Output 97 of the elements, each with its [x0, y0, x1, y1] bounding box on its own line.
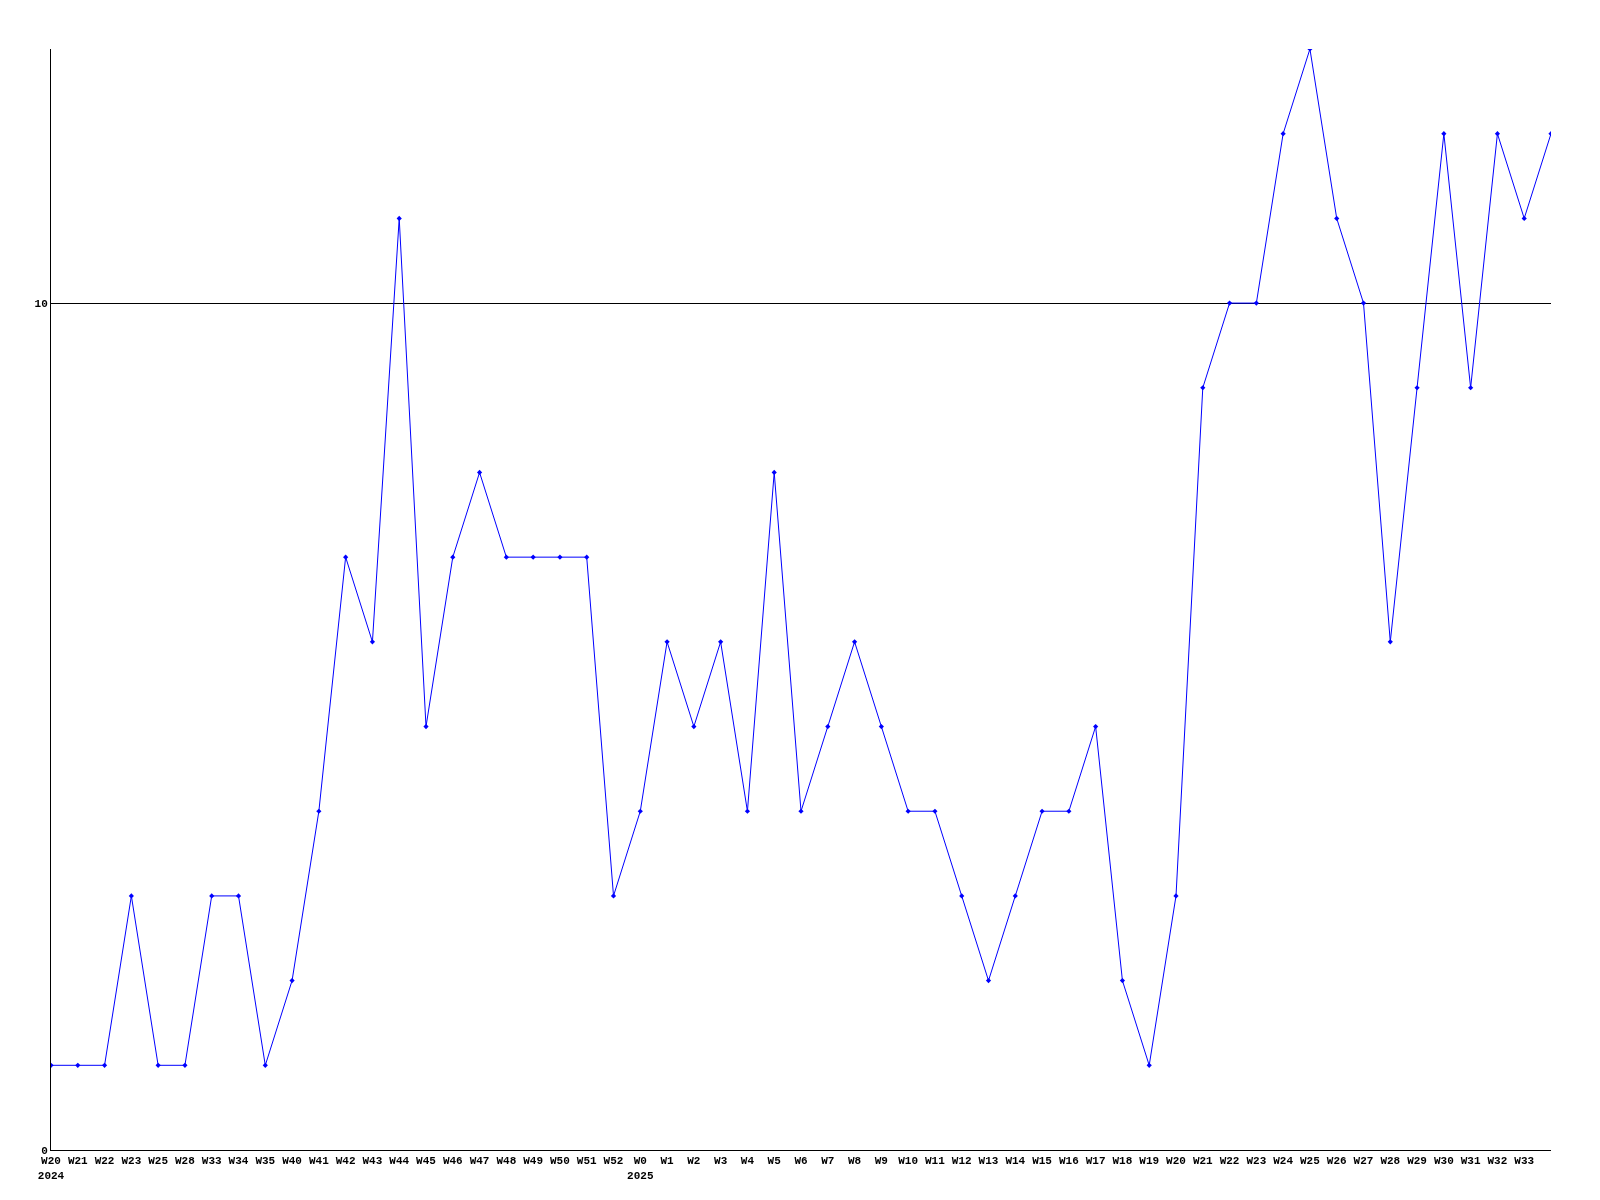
point: [235, 893, 242, 899]
x-tick-label: W22: [1219, 1155, 1240, 1168]
x-tick-label: W23: [121, 1155, 142, 1168]
x-tick-label: W19: [1139, 1155, 1160, 1168]
point: [744, 808, 751, 814]
point: [825, 723, 831, 730]
point: [1360, 300, 1367, 306]
x-tick-label: W29: [1407, 1155, 1427, 1168]
point: [101, 1062, 108, 1068]
x-tick-label: W45: [416, 1155, 437, 1168]
x-tick-label: W14: [1005, 1155, 1026, 1168]
y-tick-label: 0: [41, 1144, 48, 1157]
point: [343, 554, 349, 560]
x-tick-label: W27: [1353, 1155, 1374, 1168]
x-tick-label: W4: [740, 1155, 755, 1168]
point: [1146, 1062, 1152, 1068]
x-tick-label: W20 2024: [37, 1155, 65, 1182]
point: [155, 1062, 161, 1068]
x-tick-label: W52: [603, 1155, 624, 1168]
x-tick-label: W31: [1460, 1155, 1481, 1168]
point: [1521, 215, 1527, 221]
point: [584, 554, 590, 560]
point: [423, 723, 429, 730]
point: [1119, 978, 1126, 984]
x-tick-label: W49: [523, 1155, 544, 1168]
x-tick-label: W8: [847, 1155, 862, 1168]
x-tick-label: W12: [951, 1155, 972, 1168]
point: [1441, 131, 1447, 137]
point: [1093, 723, 1099, 730]
point: [262, 1062, 268, 1068]
point: [1334, 215, 1340, 221]
x-tick-label: W13: [978, 1155, 999, 1168]
point: [1468, 385, 1474, 391]
point: [878, 723, 884, 730]
x-tick-label: W40: [282, 1155, 302, 1168]
point: [1387, 639, 1393, 645]
x-tick-label: W33: [1514, 1155, 1535, 1168]
x-tick-label: W2: [687, 1155, 701, 1168]
x-tick-label: W46: [442, 1155, 463, 1168]
x-tick-label: W6: [794, 1155, 808, 1168]
x-tick-label: W24: [1273, 1155, 1294, 1168]
x-tick-label: W34: [228, 1155, 249, 1168]
point: [718, 639, 724, 645]
point: [369, 639, 376, 645]
point: [1280, 131, 1286, 137]
point: [771, 469, 777, 476]
x-tick-label: W33: [201, 1155, 223, 1168]
point: [1226, 300, 1233, 306]
x-tick-label: W28: [1380, 1155, 1401, 1168]
x-tick-label: W50: [550, 1155, 570, 1168]
x-tick-label: W21: [67, 1155, 89, 1168]
x-tick-label: W0 2025: [627, 1155, 654, 1182]
point: [503, 554, 509, 560]
x-tick-label: W21: [1192, 1155, 1214, 1168]
x-tick-label: W9: [874, 1155, 888, 1168]
point: [1253, 300, 1259, 306]
x-tick-label: W1: [660, 1155, 675, 1168]
x-tick-label: W25: [1300, 1155, 1321, 1168]
x-tick-label: W51: [576, 1155, 598, 1168]
point: [1494, 131, 1501, 137]
x-tick-label: W25: [148, 1155, 169, 1168]
x-tick-label: W48: [496, 1155, 517, 1168]
point: [476, 469, 483, 476]
point: [691, 723, 697, 730]
line-series: [51, 49, 1551, 1068]
x-tick-label: W5: [767, 1155, 782, 1168]
x-tick-label: W26: [1326, 1155, 1347, 1168]
point: [396, 215, 402, 221]
point: [851, 639, 858, 645]
x-tick-label: W16: [1058, 1155, 1079, 1168]
point: [610, 893, 617, 899]
x-tick-label: W17: [1085, 1155, 1106, 1168]
point: [637, 808, 643, 814]
x-tick-label: W22: [94, 1155, 115, 1168]
point: [985, 978, 992, 984]
x-tick-label: W28: [175, 1155, 196, 1168]
x-tick-label: W18: [1112, 1155, 1133, 1168]
x-tick-label: W32: [1487, 1155, 1508, 1168]
x-tick-label: W15: [1032, 1155, 1053, 1168]
x-tick-label: W41: [308, 1155, 330, 1168]
x-tick-label: W23: [1246, 1155, 1267, 1168]
point: [75, 1062, 81, 1068]
x-tick-label: W3: [714, 1155, 728, 1168]
x-tick-label: W42: [335, 1155, 356, 1168]
x-tick-label: W7: [821, 1155, 835, 1168]
point: [128, 893, 134, 899]
x-tick-label: W47: [469, 1155, 490, 1168]
point: [1200, 385, 1206, 391]
y-tick-label: 10: [34, 297, 48, 310]
x-tick-label: W44: [389, 1155, 410, 1168]
x-tick-label: W10: [898, 1155, 919, 1168]
x-tick-label: W43: [362, 1155, 383, 1168]
x-tick-label: W30: [1433, 1155, 1454, 1168]
x-tick-label: W35: [255, 1155, 276, 1168]
x-tick-label: W20: [1166, 1155, 1186, 1168]
point: [289, 978, 295, 984]
x-tick-label: W11: [925, 1155, 946, 1168]
